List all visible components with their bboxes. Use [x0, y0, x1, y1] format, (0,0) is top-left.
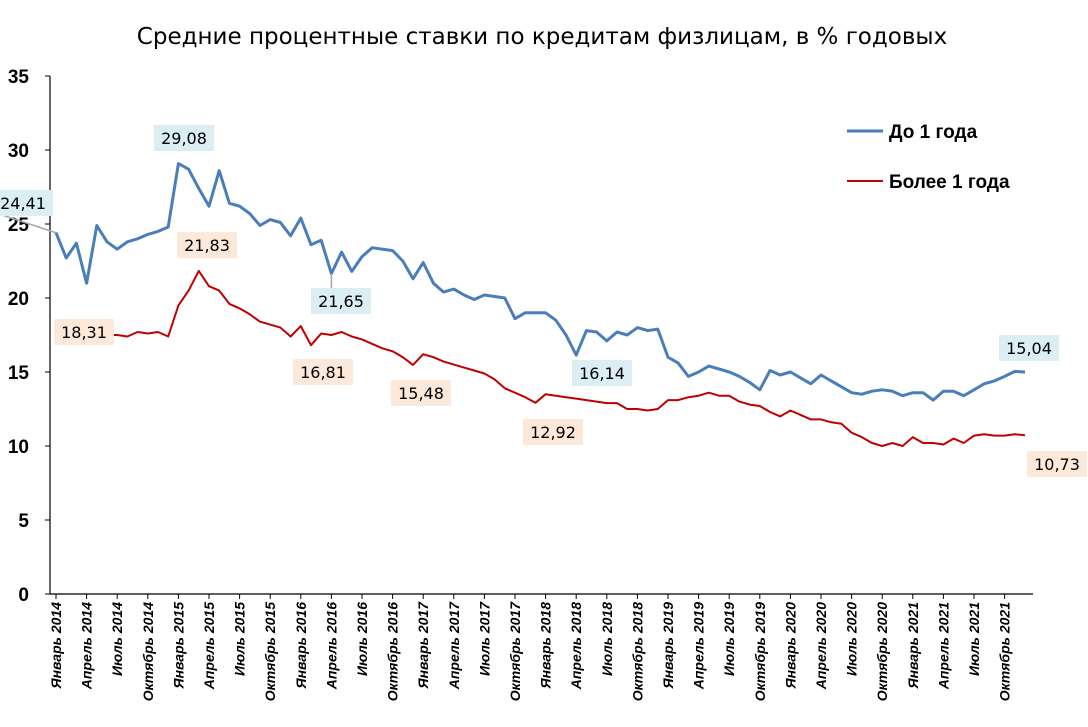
data-label-text: 16,14 [579, 364, 625, 383]
y-tick-label: 25 [8, 215, 30, 236]
x-tick-label: Январь 2021 [905, 602, 921, 690]
series-line-do-1-goda [54, 162, 1026, 402]
data-label-box [523, 419, 583, 445]
data-label-box [311, 288, 371, 314]
x-tick-label: Октябрь 2019 [752, 602, 768, 701]
y-tick-label: 30 [8, 141, 29, 162]
legend-label: Более 1 года [889, 172, 1010, 193]
data-label-box [54, 319, 114, 345]
data-label-box [293, 359, 353, 385]
x-tick-label: Октябрь 2014 [140, 602, 156, 701]
data-label: 10,73 [1027, 451, 1087, 477]
axes [49, 76, 1033, 595]
x-tick-label: Октябрь 2020 [874, 602, 890, 701]
legend-item: Более 1 года [847, 172, 1010, 193]
legend-item: До 1 года [847, 122, 978, 143]
x-axis-ticks: Январь 2014 Апрель 2014 Июль 2014 Октябрь 2… [48, 594, 1013, 701]
data-label: 29,08 [154, 125, 214, 151]
series-layer [54, 162, 1026, 447]
data-label-text: 12,92 [530, 423, 576, 442]
data-label: 18,31 [54, 319, 114, 345]
y-tick-label: 10 [8, 437, 29, 458]
x-tick-label: Апрель 2020 [813, 602, 829, 690]
legend: До 1 года Более 1 года [847, 122, 1010, 193]
x-tick-label: Январь 2018 [538, 602, 554, 690]
data-label-text: 18,31 [61, 323, 107, 342]
series-line-bolee-1-goda [55, 269, 1026, 447]
x-tick-label: Январь 2015 [170, 602, 186, 690]
x-tick-label: Июль 2017 [476, 601, 492, 676]
data-label: 21,83 [177, 232, 237, 258]
data-label-text: 24,41 [0, 194, 46, 213]
x-tick-label: Октябрь 2021 [997, 602, 1013, 701]
x-tick-label: Апрель 2017 [446, 601, 462, 690]
x-tick-label: Июль 2020 [844, 602, 860, 676]
data-label-text: 21,65 [318, 292, 364, 311]
y-tick-label: 15 [8, 363, 30, 384]
x-tick-label: Январь 2014 [48, 602, 64, 690]
data-label-box [999, 335, 1059, 361]
x-tick-label: Октябрь 2018 [629, 602, 645, 701]
x-tick-label: Апрель 2021 [935, 602, 951, 690]
data-label-box [0, 190, 53, 216]
data-label: 15,48 [391, 380, 451, 406]
x-tick-label: Январь 2019 [660, 602, 676, 690]
y-axis-ticks: 0 5 10 15 20 25 30 35 [8, 67, 50, 606]
x-tick-label: Январь 2016 [293, 602, 309, 690]
data-label-box [1027, 451, 1087, 477]
data-label: 15,04 [999, 335, 1059, 361]
x-tick-label: Апрель 2018 [568, 602, 584, 690]
y-tick-label: 35 [8, 67, 30, 88]
data-label-box [154, 125, 214, 151]
x-tick-label: Октябрь 2017 [507, 601, 523, 701]
y-tick-label: 0 [18, 585, 29, 606]
x-tick-label: Июль 2019 [721, 602, 737, 676]
data-label-box [391, 380, 451, 406]
y-tick-label: 5 [18, 511, 29, 532]
data-label: 21,65 [311, 273, 371, 314]
data-labels: 24,41 29,08 21,65 16,14 15,04 18,31 21,83 16,81… [0, 125, 1087, 477]
data-label-text: 15,04 [1006, 339, 1052, 358]
chart-title: Средние процентные ставки по кредитам фи… [137, 24, 947, 50]
x-tick-label: Июль 2018 [599, 602, 615, 676]
legend-label: До 1 года [889, 122, 978, 143]
x-tick-label: Июль 2014 [109, 602, 125, 676]
data-label-text: 10,73 [1034, 455, 1080, 474]
x-tick-label: Апрель 2014 [79, 602, 95, 690]
data-label-text: 29,08 [161, 129, 207, 148]
data-label-text: 15,48 [398, 384, 444, 403]
data-label: 12,92 [523, 419, 583, 445]
x-tick-label: Июль 2016 [354, 602, 370, 676]
x-tick-label: Апрель 2016 [323, 602, 339, 690]
x-tick-label: Апрель 2019 [691, 602, 707, 690]
x-tick-label: Октябрь 2015 [262, 602, 278, 701]
label-leader-line [0, 213, 57, 234]
x-tick-label: Апрель 2015 [201, 602, 217, 690]
data-label-text: 21,83 [184, 236, 230, 255]
x-tick-label: Январь 2017 [415, 601, 431, 690]
x-tick-label: Октябрь 2016 [385, 602, 401, 701]
data-label: 16,81 [293, 359, 353, 385]
data-label-box [177, 232, 237, 258]
data-label: 24,41 [0, 190, 57, 234]
x-tick-label: Июль 2021 [966, 602, 982, 676]
x-tick-label: Январь 2020 [782, 602, 798, 690]
y-tick-label: 20 [8, 289, 29, 310]
data-label-box [572, 360, 632, 386]
data-label: 16,14 [572, 360, 632, 386]
x-tick-label: Июль 2015 [232, 602, 248, 676]
data-label-text: 16,81 [300, 363, 346, 382]
